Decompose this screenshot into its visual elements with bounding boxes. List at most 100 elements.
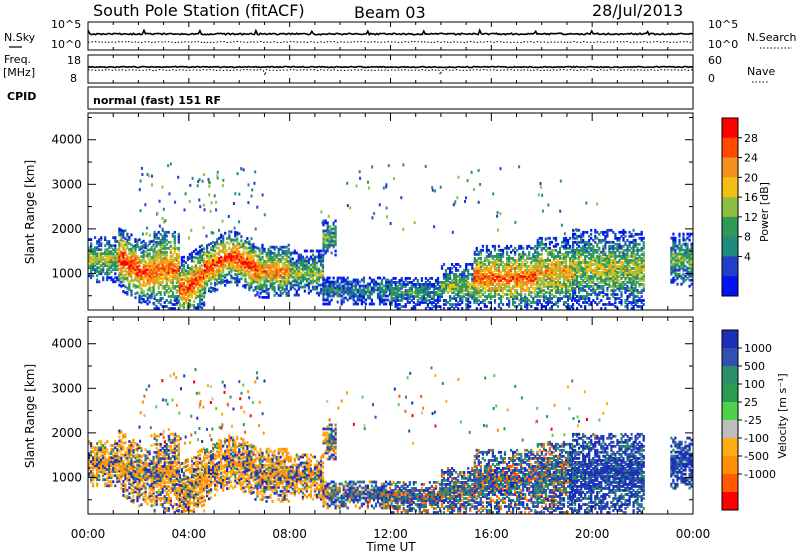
echo-cell [545,265,547,268]
echo-cell [520,253,522,256]
echo-cell [294,288,296,291]
echo-cell [580,261,582,264]
echo-cell [567,247,569,250]
echo-cell [413,305,415,308]
echo-cell [124,273,126,276]
echo-cell [214,254,216,257]
echo-cell [90,238,92,241]
echo-cell [268,280,270,283]
echo-cell [486,305,488,308]
echo-cell [158,291,160,294]
echo-cell [154,241,156,244]
echo-cell [385,299,387,302]
echo-cell [168,247,170,250]
echo-cell [193,278,195,281]
echo-cell [598,271,600,274]
echo-cell [602,257,604,260]
echo-cell [567,239,569,242]
echo-cell [322,303,324,306]
echo-cell [210,286,212,289]
echo-cell [443,263,445,266]
echo-cell [274,282,276,285]
echo-cell [214,242,216,245]
echo-cell [282,250,284,253]
echo-cell [197,303,199,306]
echo-cell [140,245,142,248]
echo-cell [286,264,288,267]
echo-cell [318,268,320,271]
echo-cell [559,289,561,292]
echo-cell [459,303,461,306]
echo-cell [559,261,561,264]
echo-cell [193,266,195,269]
echo-cell [383,277,385,280]
echo-cell [114,276,116,279]
echo-cell [403,305,405,308]
echo-cell [149,301,151,304]
echo-cell [543,243,545,246]
echo-cell [437,305,439,308]
echo-cell [193,256,195,259]
echo-cell [210,290,212,293]
echo-cell [276,254,278,257]
echo-cell [145,250,147,253]
echo-cell [530,305,532,308]
echo-cell [118,272,120,275]
echo-cell [393,297,395,300]
echo-cell [312,286,314,289]
echo-cell [586,301,588,304]
echo-cell [162,235,164,238]
echo-cell [168,285,170,288]
echo-cell [528,265,530,268]
echo-cell [154,245,156,248]
echo-cell [541,247,543,250]
echo-cell [166,299,168,302]
echo-cell [578,275,580,278]
echo-cell [170,241,172,244]
echo-cell [514,301,516,304]
echo-cell [224,232,226,235]
echo-cell [588,285,590,288]
echo-cell [168,291,170,294]
echo-cell [482,249,484,252]
echo-cell [488,301,490,304]
echo-cell [156,263,158,266]
echo-cell [618,283,620,286]
echo-cell [296,252,298,255]
echo-cell [199,245,201,248]
echo-cell [333,228,335,231]
echo-cell [600,251,602,254]
echo-cell [210,246,212,249]
echo-cell [608,229,610,232]
echo-cell [355,293,357,296]
echo-cell [518,263,520,266]
echo-cell [409,277,411,280]
echo-cell [278,248,280,251]
echo-cell [178,299,180,302]
echo-cell [220,270,222,273]
echo-cell [98,266,100,269]
echo-cell [604,293,606,296]
echo-cell [435,299,437,302]
echo-cell [484,299,486,302]
echo-cell [528,299,530,302]
echo-cell [443,307,445,310]
echo-cell [608,245,610,248]
echo-cell [114,280,116,283]
echo-cell [588,303,590,306]
echo-cell [228,247,230,250]
echo-cell [204,269,206,272]
echo-cell [143,290,145,293]
echo-cell [116,276,118,279]
echo-cell [413,291,415,294]
echo-cell [608,301,610,304]
echo-cell [459,295,461,298]
echo-cell [449,303,451,306]
echo-cell [226,249,228,252]
echo-cell [622,237,624,240]
echo-cell [361,289,363,292]
echo-cell [524,253,526,256]
echo-cell [176,253,178,256]
